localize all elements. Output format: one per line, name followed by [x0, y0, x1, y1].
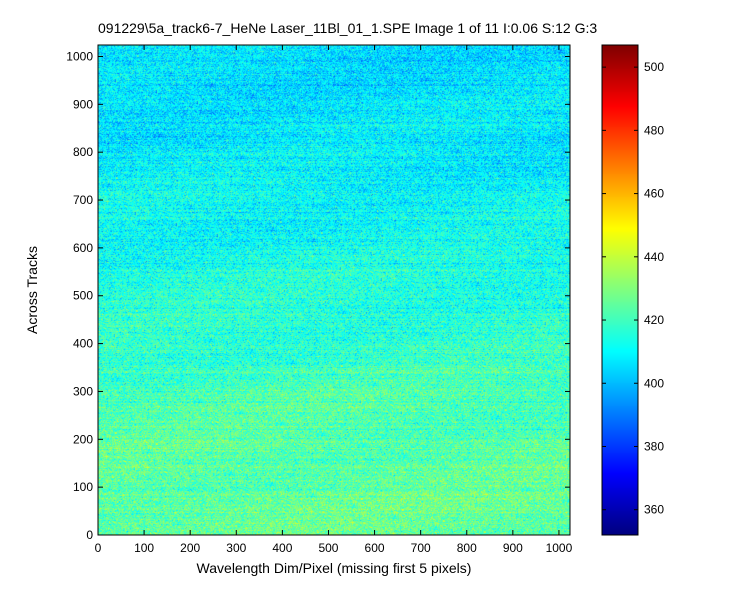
y-tick-label: 100 — [73, 480, 93, 494]
y-tick-label: 300 — [73, 384, 93, 398]
colorbar-tick-label: 440 — [644, 250, 664, 264]
y-tick-label: 900 — [73, 97, 93, 111]
chart-title: 091229\5a_track6-7_HeNe Laser_11Bl_01_1.… — [98, 20, 598, 36]
heatmap-image — [98, 45, 570, 535]
x-tick-label: 100 — [134, 541, 154, 555]
x-tick-label: 700 — [411, 541, 431, 555]
y-tick-label: 600 — [73, 241, 93, 255]
plot-frame — [97, 44, 571, 536]
y-tick-label: 200 — [73, 432, 93, 446]
x-tick-label: 800 — [457, 541, 477, 555]
x-tick-label: 0 — [95, 541, 102, 555]
colorbar-tick-label: 360 — [644, 503, 664, 517]
colorbar-tick-label: 400 — [644, 376, 664, 390]
colorbar-container — [602, 45, 638, 535]
colorbar-tick-label: 420 — [644, 313, 664, 327]
colorbar-ticks: 360 380 400 420 440 460 480 500 — [602, 60, 664, 517]
y-tick-label: 0 — [86, 528, 93, 542]
y-tick-label: 400 — [73, 337, 93, 351]
colorbar-tick-label: 480 — [644, 123, 664, 137]
y-axis-label: Across Tracks — [24, 246, 40, 334]
colorbar-gradient — [602, 45, 638, 535]
x-tick-label: 200 — [180, 541, 200, 555]
x-tick-label: 1000 — [546, 541, 573, 555]
x-axis-ticks: 0 100 200 300 400 500 600 700 800 900 1000 — [95, 45, 573, 555]
y-tick-label: 500 — [73, 289, 93, 303]
x-tick-label: 600 — [365, 541, 385, 555]
colorbar-tick-label: 500 — [644, 60, 664, 74]
heatmap-image-container — [98, 45, 570, 535]
colorbar-tick-label: 460 — [644, 187, 664, 201]
x-tick-label: 900 — [503, 541, 523, 555]
colorbar-frame — [601, 44, 639, 536]
x-tick-label: 400 — [272, 541, 292, 555]
y-tick-label: 800 — [73, 145, 93, 159]
y-tick-label: 1000 — [66, 49, 93, 63]
colorbar-tick-label: 380 — [644, 439, 664, 453]
x-axis-label: Wavelength Dim/Pixel (missing first 5 pi… — [196, 560, 472, 576]
x-tick-label: 500 — [318, 541, 338, 555]
y-tick-label: 700 — [73, 193, 93, 207]
x-tick-label: 300 — [226, 541, 246, 555]
y-axis-ticks: 0 100 200 300 400 500 600 700 800 900 1000 — [66, 49, 570, 542]
